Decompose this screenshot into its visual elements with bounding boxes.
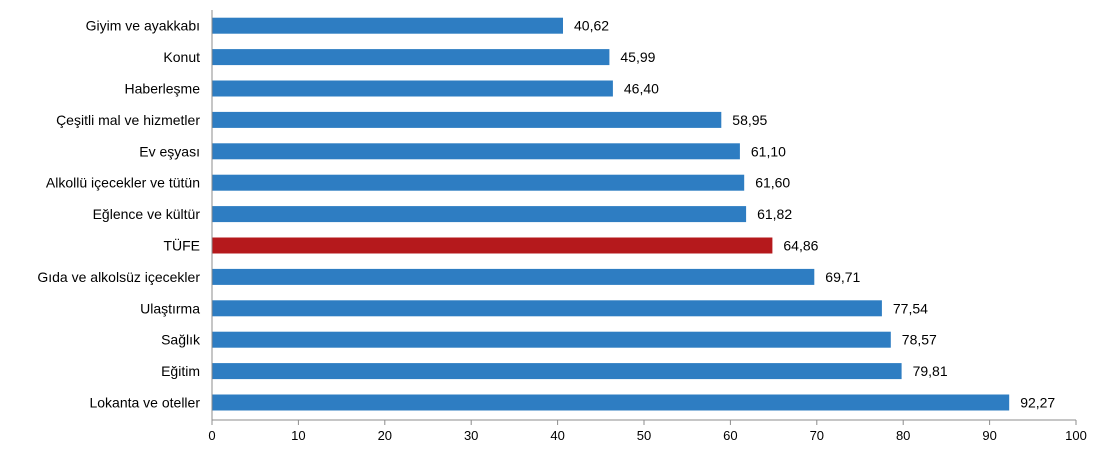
bars-group [212,17,1010,411]
bar-haberlesme [212,80,613,97]
category-label-saglik: Sağlık [161,332,201,348]
bar-gida-ve-alkolsuz-icecekler [212,268,815,285]
value-label-eglence-ve-kultur: 61,82 [757,206,792,222]
x-axis: 0 10 20 30 40 50 60 70 80 90 100 [208,10,1087,443]
category-label-eglence-ve-kultur: Eğlence ve kültür [93,206,201,222]
bar-eglence-ve-kultur [212,206,747,223]
x-tick-label: 10 [291,428,305,443]
x-tick-label: 80 [896,428,910,443]
category-label-egitim: Eğitim [161,363,200,379]
x-tick-label: 20 [378,428,392,443]
bar-alkollu-icecekler-ve-tutun [212,174,745,191]
category-label-alkollu-icecekler-ve-tutun: Alkollü içecekler ve tütün [46,175,200,191]
value-label-haberlesme: 46,40 [624,81,659,97]
x-tick-label: 40 [550,428,564,443]
x-tick-label: 0 [208,428,215,443]
value-label-cesitli-mal-ve-hizmetler: 58,95 [732,112,767,128]
bar-giyim-ve-ayakkabi [212,17,563,34]
category-label-cesitli-mal-ve-hizmetler: Çeşitli mal ve hizmetler [56,112,200,128]
category-label-lokanta-ve-oteller: Lokanta ve oteller [89,395,200,411]
bar-tufe [212,237,773,254]
value-label-tufe: 64,86 [783,238,818,254]
x-tick-label: 50 [637,428,651,443]
category-label-ev-esyasi: Ev eşyası [139,143,200,159]
bar-saglik [212,331,891,348]
x-tick-label: 30 [464,428,478,443]
value-label-konut: 45,99 [620,49,655,65]
bar-ev-esyasi [212,143,740,160]
value-label-ev-esyasi: 61,10 [751,143,786,159]
value-label-saglik: 78,57 [902,332,937,348]
x-tick-label: 60 [723,428,737,443]
value-label-lokanta-ve-oteller: 92,27 [1020,395,1055,411]
x-tick-label: 90 [982,428,996,443]
category-label-giyim-ve-ayakkabi: Giyim ve ayakkabı [86,18,200,34]
x-tick-label: 70 [810,428,824,443]
bar-konut [212,49,610,66]
category-labels: Giyim ve ayakkabı Konut Haberleşme Çeşitli … [37,18,201,411]
value-label-ulastirma: 77,54 [893,300,928,316]
bar-lokanta-ve-oteller [212,394,1010,411]
value-label-giyim-ve-ayakkabi: 40,62 [574,18,609,34]
value-label-alkollu-icecekler-ve-tutun: 61,60 [755,175,790,191]
x-tick-label: 100 [1065,428,1087,443]
category-label-tufe: TÜFE [163,237,200,254]
category-label-haberlesme: Haberleşme [125,81,201,97]
category-label-konut: Konut [163,49,200,65]
value-label-gida-ve-alkolsuz-icecekler: 69,71 [825,269,860,285]
value-labels: 40,62 45,99 46,40 58,95 61,10 61,60 61,82 64,86… [574,18,1055,411]
bar-ulastirma [212,300,882,317]
bar-cesitli-mal-ve-hizmetler [212,111,722,128]
category-label-gida-ve-alkolsuz-icecekler: Gıda ve alkolsüz içecekler [37,269,200,285]
bar-egitim [212,363,902,380]
value-label-egitim: 79,81 [913,363,948,379]
category-label-ulastirma: Ulaştırma [140,300,200,316]
